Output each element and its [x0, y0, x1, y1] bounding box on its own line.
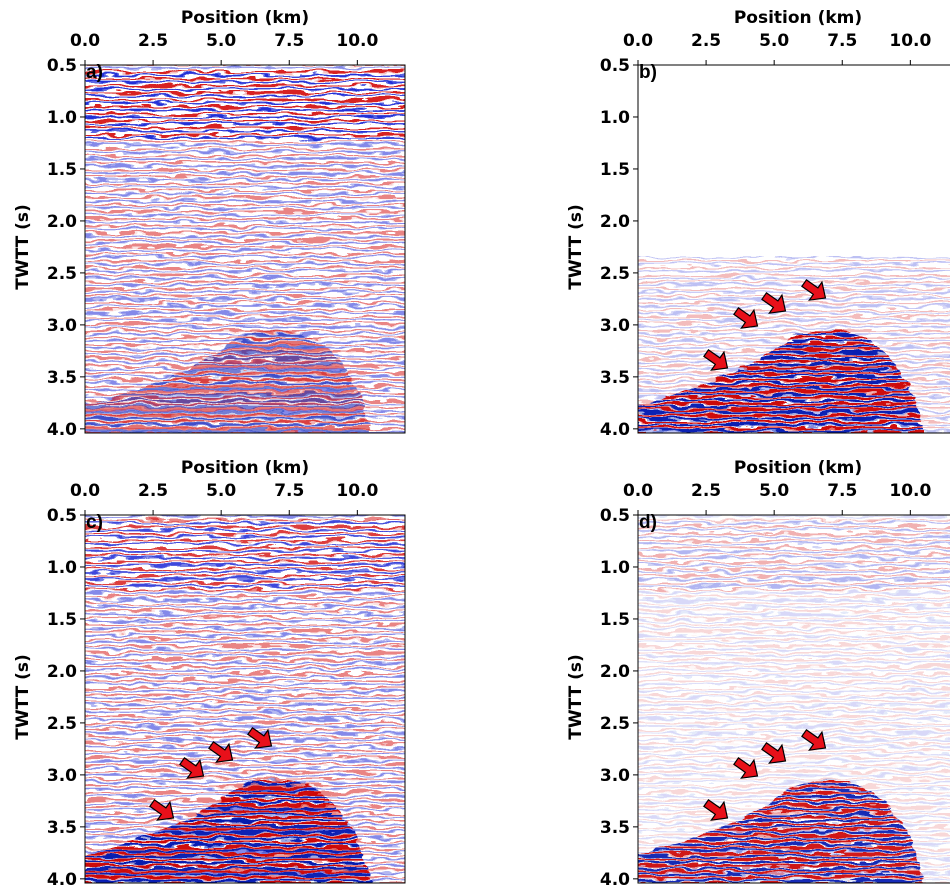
reflections	[638, 256, 950, 433]
y-tick-label: 0.5	[600, 506, 630, 526]
x-tick-label: 5.0	[206, 31, 236, 51]
y-tick-label: 1.0	[47, 108, 77, 128]
x-tick-label: 10.0	[336, 31, 378, 51]
panel-label: c)	[86, 512, 103, 533]
x-tick-label: 5.0	[759, 481, 789, 501]
y-tick-label: 1.5	[47, 610, 77, 630]
y-tick-label: 0.5	[600, 56, 630, 76]
y-tick-label: 2.5	[47, 264, 77, 284]
y-tick-label: 1.0	[600, 558, 630, 578]
anticline	[638, 779, 925, 883]
anticline	[638, 329, 925, 433]
seismic-image	[85, 65, 405, 433]
x-axis-title: Position (km)	[734, 8, 862, 28]
x-tick-label: 2.5	[691, 31, 721, 51]
panel-label: d)	[639, 512, 657, 533]
seismic-image	[85, 515, 405, 883]
panel: 0.0 2.5 5.0 7.5 10.0 0.5 1.0 1.5 2.0 2.5 3.0 3.5 4.0…	[566, 458, 950, 886]
y-tick-label: 2.0	[600, 212, 630, 232]
plot-frame	[637, 514, 950, 884]
y-tick-label: 3.0	[47, 316, 77, 336]
x-tick-label: 5.0	[206, 481, 236, 501]
anticline	[85, 329, 372, 433]
panel-label: b)	[639, 62, 657, 83]
y-tick-label: 2.0	[600, 662, 630, 682]
reflections	[85, 515, 405, 883]
x-tick-label: 10.0	[889, 481, 931, 501]
y-tick-label: 1.5	[47, 160, 77, 180]
y-tick-label: 1.5	[600, 160, 630, 180]
x-tick-label: 5.0	[759, 31, 789, 51]
y-tick-label: 2.0	[47, 662, 77, 682]
x-tick-label: 7.5	[827, 31, 857, 51]
y-tick-label: 2.5	[600, 714, 630, 734]
panel: 0.0 2.5 5.0 7.5 10.0 0.5 1.0 1.5 2.0 2.5 3.0 3.5 4.0…	[566, 8, 950, 440]
seismic-image	[638, 65, 950, 433]
x-tick-label: 0.0	[623, 31, 653, 51]
x-axis-title: Position (km)	[181, 458, 309, 478]
x-tick-label: 2.5	[138, 31, 168, 51]
y-axis-title: TWTT (s)	[566, 204, 586, 290]
x-tick-label: 7.5	[274, 481, 304, 501]
shallow-reflectivity	[85, 70, 405, 140]
x-tick-label: 7.5	[827, 481, 857, 501]
y-tick-label: 3.0	[600, 316, 630, 336]
plot-frame	[84, 514, 406, 884]
y-tick-label: 3.5	[47, 818, 77, 838]
y-axis-title: TWTT (s)	[13, 204, 33, 290]
anticline	[85, 779, 372, 883]
plot-frame	[84, 64, 406, 434]
y-tick-label: 2.5	[600, 264, 630, 284]
reflections	[638, 515, 950, 883]
x-tick-label: 10.0	[889, 31, 931, 51]
shallow-reflectivity	[638, 520, 950, 590]
panel: 0.0 2.5 5.0 7.5 10.0 0.5 1.0 1.5 2.0 2.5 3.0 3.5 4.0…	[13, 458, 406, 886]
y-tick-label: 3.0	[47, 766, 77, 786]
y-tick-label: 2.0	[47, 212, 77, 232]
y-axis-title: TWTT (s)	[566, 654, 586, 740]
reflections	[85, 65, 405, 433]
x-axis-title: Position (km)	[181, 8, 309, 28]
x-tick-label: 2.5	[138, 481, 168, 501]
y-tick-label: 0.5	[47, 506, 77, 526]
y-tick-label: 1.0	[600, 108, 630, 128]
y-tick-label: 3.5	[47, 368, 77, 388]
y-tick-label: 3.0	[600, 766, 630, 786]
x-tick-label: 7.5	[274, 31, 304, 51]
x-tick-label: 0.0	[623, 481, 653, 501]
panel: 0.0 2.5 5.0 7.5 10.0 0.5 1.0 1.5 2.0 2.5 3.0 3.5 4.0…	[13, 8, 406, 440]
x-axis-title: Position (km)	[734, 458, 862, 478]
y-tick-label: 4.0	[600, 870, 630, 886]
y-tick-label: 4.0	[47, 420, 77, 440]
y-tick-label: 1.0	[47, 558, 77, 578]
shallow-reflectivity	[85, 520, 405, 590]
y-axis-title: TWTT (s)	[13, 654, 33, 740]
x-tick-label: 2.5	[691, 481, 721, 501]
x-tick-label: 0.0	[70, 31, 100, 51]
y-tick-label: 4.0	[47, 870, 77, 886]
plot-frame	[637, 64, 950, 434]
y-tick-label: 0.5	[47, 56, 77, 76]
seismic-image	[638, 515, 950, 883]
y-tick-label: 3.5	[600, 818, 630, 838]
y-tick-label: 4.0	[600, 420, 630, 440]
panel-label: a)	[86, 62, 103, 83]
x-tick-label: 0.0	[70, 481, 100, 501]
y-tick-label: 1.5	[600, 610, 630, 630]
y-tick-label: 3.5	[600, 368, 630, 388]
y-tick-label: 2.5	[47, 714, 77, 734]
x-tick-label: 10.0	[336, 481, 378, 501]
